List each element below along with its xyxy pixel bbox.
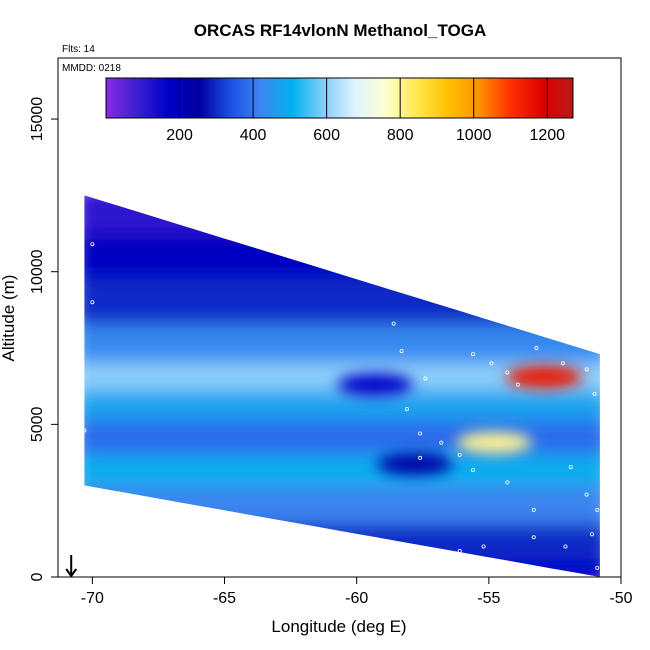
sample-point bbox=[584, 367, 589, 372]
colorbar-ticks: 200 400 600 800 1000 1200 bbox=[166, 78, 565, 144]
sample-point bbox=[563, 544, 568, 549]
sample-point bbox=[90, 242, 95, 247]
sample-point bbox=[470, 352, 475, 357]
sample-point bbox=[481, 544, 486, 549]
sample-point bbox=[423, 376, 428, 381]
sample-point bbox=[418, 431, 423, 436]
sample-point bbox=[589, 532, 594, 537]
mmdd-label: MMDD: 0218 bbox=[62, 63, 121, 74]
sample-point bbox=[489, 361, 494, 366]
sample-point bbox=[505, 480, 510, 485]
colorbar-tick-label: 1200 bbox=[529, 127, 565, 144]
x-tick-label: -55 bbox=[477, 590, 500, 607]
heat-layer bbox=[74, 325, 610, 364]
x-tick-label: -60 bbox=[345, 590, 368, 607]
x-tick-label: -50 bbox=[609, 590, 632, 607]
heat-feature bbox=[456, 431, 533, 454]
y-axis-label: Altitude (m) bbox=[0, 275, 18, 362]
colorbar-tick-label: 1000 bbox=[456, 127, 492, 144]
y-tick-label: 15000 bbox=[29, 97, 46, 142]
colorbar-tick-label: 600 bbox=[313, 127, 340, 144]
heat-layer bbox=[74, 454, 610, 486]
colorbar-tick-label: 800 bbox=[387, 127, 414, 144]
coverage-mask bbox=[58, 58, 621, 577]
sample-point bbox=[584, 492, 589, 497]
sample-point bbox=[534, 346, 539, 351]
sample-point bbox=[595, 507, 600, 512]
y-tick-label: 0 bbox=[29, 572, 46, 581]
position-marker bbox=[65, 555, 78, 578]
sample-point bbox=[568, 465, 573, 470]
colorbar-tick-label: 200 bbox=[166, 127, 193, 144]
y-axis: 0 5000 10000 15000 bbox=[29, 97, 58, 581]
chart-title: ORCAS RF14vlonN Methanol_TOGA bbox=[194, 21, 487, 40]
sample-point bbox=[531, 535, 536, 540]
sample-point bbox=[90, 300, 95, 305]
colorbar-tick-label: 400 bbox=[240, 127, 267, 144]
sample-point bbox=[439, 440, 444, 445]
heat-feature bbox=[376, 453, 453, 476]
sample-point bbox=[515, 382, 520, 387]
x-tick-label: -70 bbox=[81, 590, 104, 607]
y-tick-label: 10000 bbox=[29, 249, 46, 294]
sample-point bbox=[399, 349, 404, 354]
y-tick-label: 5000 bbox=[29, 406, 46, 442]
flights-label: Flts: 14 bbox=[62, 44, 95, 55]
colorbar: 200 400 600 800 1000 1200 bbox=[105, 77, 574, 144]
sample-point bbox=[457, 452, 462, 457]
sample-point bbox=[592, 391, 597, 396]
heatmap-features bbox=[337, 366, 583, 476]
heat-layer bbox=[74, 419, 610, 455]
plot-frame bbox=[57, 57, 622, 578]
sample-point bbox=[595, 565, 600, 570]
colorbar-fill bbox=[105, 77, 574, 119]
x-axis-label: Longitude (deg E) bbox=[271, 617, 406, 636]
sample-point bbox=[531, 507, 536, 512]
sample-point bbox=[560, 361, 565, 366]
x-axis: -70 -65 -60 -55 -50 bbox=[81, 577, 633, 607]
heat-feature bbox=[506, 366, 583, 389]
heat-layer bbox=[74, 389, 610, 420]
x-tick-label: -65 bbox=[213, 590, 236, 607]
marker-arrow-head bbox=[65, 568, 78, 578]
sample-point bbox=[470, 468, 475, 473]
sample-point bbox=[404, 407, 409, 412]
heat-feature bbox=[337, 373, 414, 396]
sample-point bbox=[391, 321, 396, 326]
sample-point bbox=[418, 455, 423, 460]
sample-point bbox=[505, 370, 510, 375]
